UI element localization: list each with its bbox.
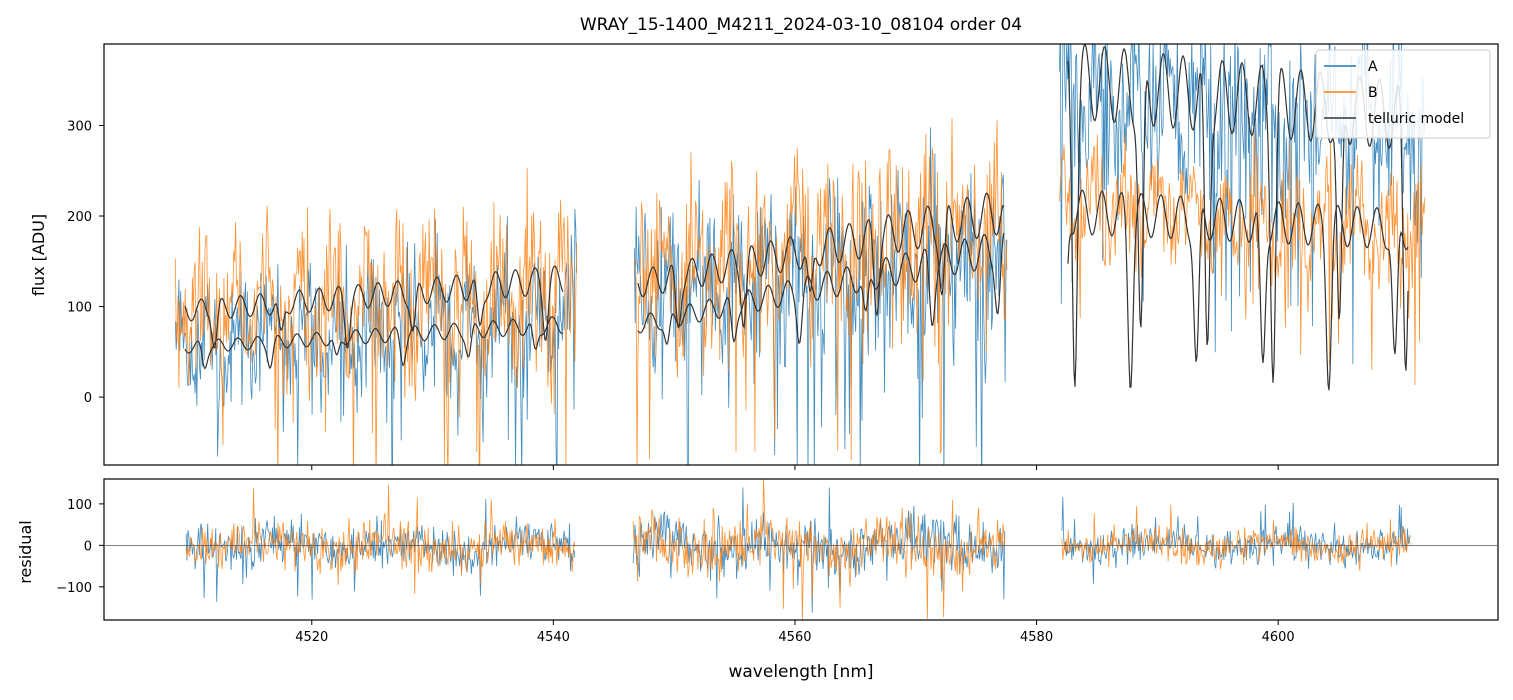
top-panel-axes: 0 100 200 300 (67, 119, 1279, 470)
residual-a-segment-1 (185, 498, 576, 602)
bottom-x-tick-label: 4540 (537, 630, 570, 645)
bottom-x-tick-label: 4580 (1020, 630, 1053, 645)
telluric-model-upper-segment-2 (637, 192, 1005, 329)
legend-label-b: B (1368, 85, 1378, 101)
bottom-panel-axes: 4520 4540 4560 4580 4600 −100 0 100 (56, 498, 1498, 645)
legend-box (1315, 49, 1491, 139)
series-a-segment-1 (174, 208, 578, 465)
top-panel-ylabel: flux [ADU] (29, 214, 48, 296)
x-axis-label: wavelength [nm] (728, 662, 873, 682)
residual-b-segment-3 (1061, 504, 1411, 571)
bottom-y-tick-label: 100 (67, 498, 92, 513)
top-y-tick-label: 200 (67, 210, 92, 225)
legend-label-a: A (1368, 59, 1378, 75)
telluric-model-upper-segment-3 (1067, 44, 1409, 387)
top-panel-frame (103, 43, 1499, 466)
residual-a-segment-3 (1061, 497, 1411, 584)
top-panel-plot-area (174, 44, 1426, 465)
bottom-y-tick-label: −100 (56, 581, 92, 596)
residual-a-segment-2 (632, 487, 1006, 613)
series-a-segment-2 (633, 127, 1008, 465)
series-b-segment-3 (1059, 131, 1426, 386)
residual-b-segment-2 (632, 479, 1006, 620)
bottom-panel-ylabel: residual (16, 520, 35, 583)
series-b-segment-1 (174, 168, 578, 465)
chart-legend: A B telluric model (1315, 49, 1491, 139)
bottom-x-tick-label: 4600 (1262, 630, 1295, 645)
bottom-x-tick-label: 4560 (778, 630, 811, 645)
bottom-x-tick-label: 4520 (295, 630, 328, 645)
bottom-panel-frame (103, 478, 1499, 621)
top-y-tick-label: 0 (84, 391, 92, 406)
series-a-segment-3 (1059, 44, 1426, 365)
bottom-y-tick-label: 0 (84, 539, 92, 554)
residual-b-segment-1 (185, 484, 576, 595)
chart-title: WRAY_15-1400_M4211_2024-03-10_08104 orde… (580, 15, 1022, 35)
telluric-model-upper-segment-1 (184, 265, 564, 349)
telluric-model-lower-segment-3 (1067, 189, 1409, 391)
top-y-tick-label: 300 (67, 119, 92, 134)
bottom-panel-plot-area (185, 479, 1411, 620)
telluric-model-lower-segment-1 (184, 316, 564, 370)
top-y-tick-label: 100 (67, 301, 92, 316)
telluric-model-lower-segment-2 (637, 232, 1005, 346)
legend-label-telluric: telluric model (1368, 111, 1464, 127)
